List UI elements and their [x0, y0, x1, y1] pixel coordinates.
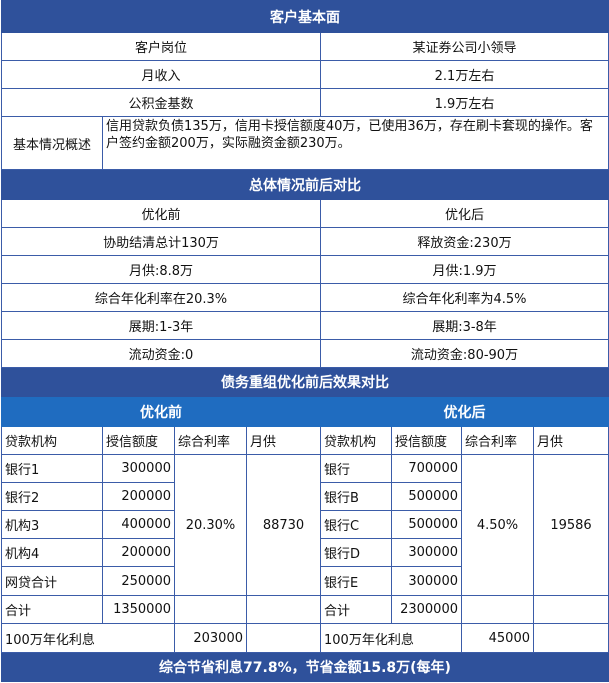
before-monthly: 88730	[246, 454, 321, 596]
interest-label: 100万年化利息	[1, 623, 175, 653]
credit-amount: 300000	[391, 566, 462, 596]
label: 客户岗位	[1, 32, 321, 61]
credit-amount: 300000	[391, 538, 462, 567]
before-cell: 综合年化利率在20.3%	[1, 283, 321, 312]
before-rate: 20.30%	[174, 454, 247, 596]
empty-cell	[246, 595, 321, 624]
before-cell: 展期:1-3年	[1, 311, 321, 340]
credit-amount: 500000	[391, 482, 462, 511]
credit-amount: 250000	[102, 566, 175, 596]
lender: 银行	[320, 454, 392, 483]
value: 2.1万左右	[320, 60, 609, 89]
after-cell: 优化后	[320, 199, 609, 228]
empty-cell	[174, 595, 247, 624]
lender: 银行B	[320, 482, 392, 511]
section-title-debt: 债务重组优化前后效果对比	[1, 367, 609, 397]
lender: 银行C	[320, 510, 392, 539]
column-header: 综合利率	[174, 426, 247, 455]
empty-cell	[533, 623, 609, 653]
after-cell: 展期:3-8年	[320, 311, 609, 340]
credit-amount: 200000	[102, 538, 175, 567]
credit-amount: 300000	[102, 454, 175, 483]
credit-amount: 200000	[102, 482, 175, 511]
column-header: 月供	[533, 426, 609, 455]
empty-cell	[246, 623, 321, 653]
before-interest: 203000	[174, 623, 247, 653]
value: 某证券公司小领导	[320, 32, 609, 61]
total-label: 合计	[320, 595, 392, 624]
before-cell: 协助结清总计130万	[1, 227, 321, 256]
column-header: 授信额度	[102, 426, 175, 455]
lender: 银行E	[320, 566, 392, 596]
after-interest: 45000	[461, 623, 534, 653]
after-rate: 4.50%	[461, 454, 534, 596]
interest-label: 100万年化利息	[320, 623, 462, 653]
lender: 机构3	[1, 510, 103, 539]
after-cell: 释放资金:230万	[320, 227, 609, 256]
lender: 银行1	[1, 454, 103, 483]
lender: 银行2	[1, 482, 103, 511]
label: 月收入	[1, 60, 321, 89]
lender: 银行D	[320, 538, 392, 567]
column-header: 授信额度	[391, 426, 462, 455]
credit-amount: 500000	[391, 510, 462, 539]
section-title-overall: 总体情况前后对比	[1, 169, 609, 200]
credit-amount: 400000	[102, 510, 175, 539]
total-label: 合计	[1, 595, 103, 624]
after-total: 2300000	[391, 595, 462, 624]
column-header: 综合利率	[461, 426, 534, 455]
summary-label: 基本情况概述	[1, 116, 103, 170]
column-header: 贷款机构	[1, 426, 103, 455]
empty-cell	[461, 595, 534, 624]
after-cell: 流动资金:80-90万	[320, 339, 609, 368]
before-label: 优化前	[1, 396, 321, 427]
before-cell: 优化前	[1, 199, 321, 228]
after-cell: 综合年化利率为4.5%	[320, 283, 609, 312]
summary-text: 信用贷款负债135万，信用卡授信额度40万，已使用36万，存在刷卡套现的操作。客…	[102, 116, 609, 170]
column-header: 月供	[246, 426, 321, 455]
savings-summary: 综合节省利息77.8%，节省金额15.8万(每年)	[1, 652, 609, 682]
label: 公积金基数	[1, 88, 321, 117]
section-title-basic: 客户基本面	[1, 0, 609, 33]
before-cell: 流动资金:0	[1, 339, 321, 368]
before-total: 1350000	[102, 595, 175, 624]
value: 1.9万左右	[320, 88, 609, 117]
credit-amount: 700000	[391, 454, 462, 483]
after-cell: 月供:1.9万	[320, 255, 609, 284]
column-header: 贷款机构	[320, 426, 392, 455]
before-cell: 月供:8.8万	[1, 255, 321, 284]
after-label: 优化后	[320, 396, 609, 427]
lender: 机构4	[1, 538, 103, 567]
lender: 网贷合计	[1, 566, 103, 596]
empty-cell	[533, 595, 609, 624]
after-monthly: 19586	[533, 454, 609, 596]
